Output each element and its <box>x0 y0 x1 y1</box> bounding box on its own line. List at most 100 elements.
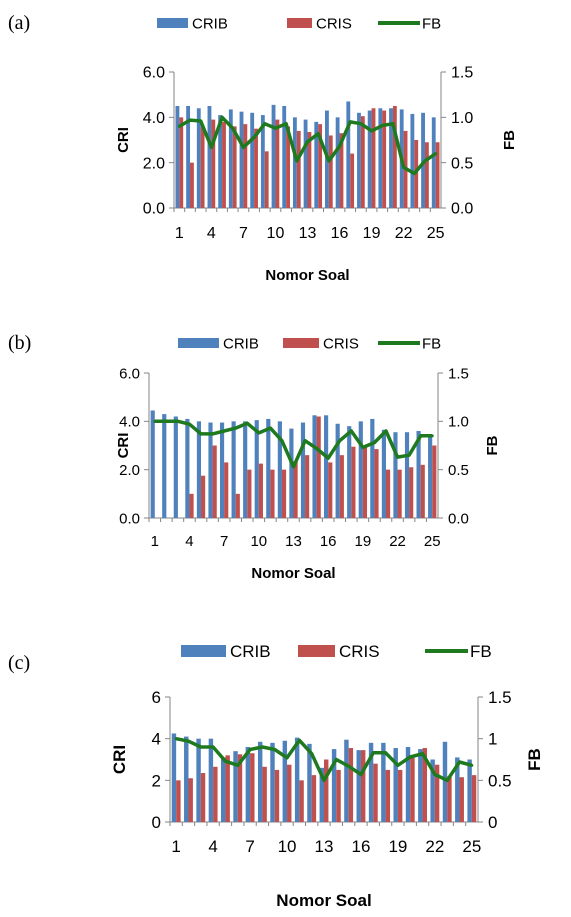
chart-svg: 0 2 4 6 0 0.5 1 1.5 1 4 7 10 13 16 19 22 25 Nomor Soal CRI… <box>110 642 544 910</box>
x-tick-label: 19 <box>355 533 372 550</box>
chart-panel-a: (a) 0.0 2.0 4.0 6.0 0.0 0.5 1.0 1.5 1 4 7 10 13 16 19 2… <box>0 0 571 300</box>
y2-tick-label: 1.5 <box>488 688 512 707</box>
x-axis-title: Nomor Soal <box>276 891 371 910</box>
x-axis-title: Nomor Soal <box>265 267 349 284</box>
x-tick-label: 22 <box>389 533 406 550</box>
bar-cris <box>211 119 216 208</box>
point-fb <box>199 432 203 436</box>
point-fb <box>199 745 203 749</box>
bar-crib <box>289 428 294 518</box>
bar-crib <box>186 106 191 208</box>
point-fb <box>164 419 168 423</box>
bar-crib <box>367 110 372 208</box>
bar-crib <box>282 740 288 822</box>
x-tick-label: 4 <box>208 837 217 856</box>
bar-crib <box>254 420 259 518</box>
y2-tick-label: 0 <box>488 813 497 832</box>
bar-crib <box>185 418 190 518</box>
point-fb <box>391 122 395 126</box>
bar-crib <box>271 104 276 208</box>
bar-cris <box>385 469 391 518</box>
bar-crib <box>418 749 423 822</box>
legend-swatch-cris <box>287 18 312 28</box>
chart-svg: 0.0 2.0 4.0 6.0 0.0 0.5 1.0 1.5 1 4 7 10 13 16 19 22 25 N… <box>115 335 501 582</box>
point-fb <box>421 752 425 756</box>
y2-axis-title: FB <box>484 435 501 455</box>
bar-cris <box>382 110 387 208</box>
bar-cris <box>305 455 310 518</box>
point-fb <box>347 764 351 768</box>
bar-crib <box>389 108 393 208</box>
y-tick-label: 4.0 <box>119 414 140 431</box>
bar-crib <box>208 422 213 518</box>
y-tick-label: 2 <box>152 771 161 790</box>
legend-label-cris: CRIS <box>316 15 352 32</box>
bar-cris <box>258 463 263 518</box>
point-fb <box>419 434 423 438</box>
point-fb <box>273 748 277 751</box>
x-tick-label: 7 <box>239 225 248 242</box>
x-tick-label: 16 <box>320 533 337 550</box>
bar-crib <box>270 742 275 822</box>
point-fb <box>396 455 400 459</box>
bar-crib <box>381 742 386 822</box>
point-fb <box>236 763 240 767</box>
point-fb <box>306 140 309 144</box>
point-fb <box>434 152 438 156</box>
legend: CRIB CRIS FB <box>181 642 492 661</box>
bar-cris <box>281 469 287 518</box>
bar-crib <box>347 426 352 518</box>
y2-tick-label: 0.0 <box>451 201 473 218</box>
chart-panel-c: (c) 0 2 4 6 0 0.5 1 1.5 1 4 7 10 13 16 19 22 25 Nomor Soa… <box>0 622 571 917</box>
y-tick-label: 6 <box>152 688 161 707</box>
bar-crib <box>221 757 226 822</box>
point-fb <box>315 446 319 450</box>
point-fb <box>273 126 277 130</box>
point-fb <box>338 439 342 443</box>
bar-cris <box>296 130 301 208</box>
bar-cris <box>287 764 292 822</box>
bar-crib <box>150 410 155 518</box>
point-fb <box>359 773 363 776</box>
bar-cris <box>179 117 184 208</box>
x-tick-label: 22 <box>395 225 413 242</box>
y2-tick-label: 0.0 <box>448 510 469 527</box>
bar-cris <box>235 493 240 518</box>
bar-cris <box>225 755 230 822</box>
point-fb <box>380 123 384 127</box>
legend-label-cris: CRIS <box>323 335 359 352</box>
point-fb <box>209 145 213 149</box>
x-tick-label: 10 <box>250 533 267 550</box>
bar-crib <box>421 112 425 208</box>
point-fb <box>292 465 295 469</box>
bar-cris <box>270 469 275 518</box>
bar-crib <box>173 416 178 518</box>
y-tick-label: 4.0 <box>143 110 165 127</box>
point-fb <box>295 159 299 163</box>
bar-cris <box>447 776 452 822</box>
bar-crib <box>410 113 415 208</box>
bar-cris <box>188 778 193 822</box>
legend-label-fb: FB <box>422 335 441 352</box>
bar-crib <box>175 106 180 208</box>
x-tick-label: 13 <box>299 225 317 242</box>
bar-crib <box>257 741 263 822</box>
x-tick-label: 7 <box>220 533 228 550</box>
point-fb <box>402 165 406 169</box>
y2-tick-label: 1.5 <box>448 365 469 382</box>
point-fb <box>433 773 437 776</box>
point-fb <box>384 751 388 755</box>
bar-cris <box>222 121 226 208</box>
bar-cris <box>237 754 243 822</box>
point-fb <box>186 739 190 743</box>
bar-cris <box>434 764 440 822</box>
point-fb <box>199 119 203 123</box>
bar-cris <box>316 416 321 518</box>
bar-cris <box>190 162 194 208</box>
point-fb <box>234 426 238 430</box>
point-fb <box>359 122 363 126</box>
point-fb <box>211 432 215 436</box>
bar-crib <box>196 738 201 822</box>
point-fb <box>188 118 192 122</box>
point-fb <box>174 737 178 741</box>
